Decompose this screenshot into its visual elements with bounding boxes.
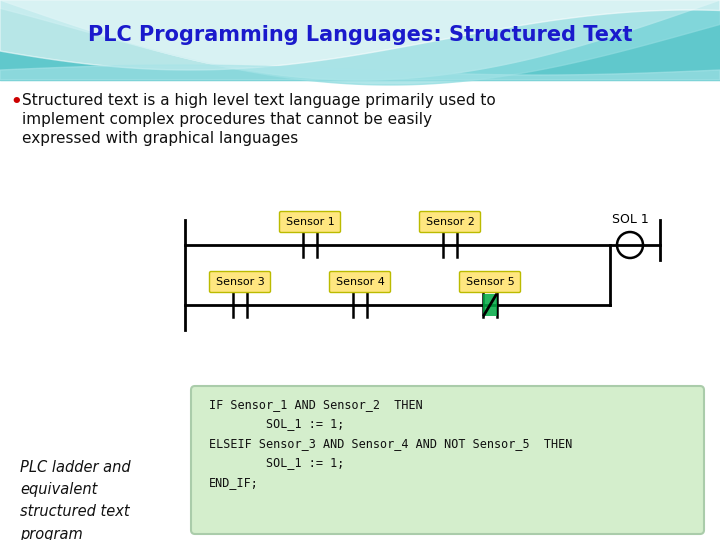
Text: IF Sensor_1 AND Sensor_2  THEN
        SOL_1 := 1;
ELSEIF Sensor_3 AND Sensor_4 : IF Sensor_1 AND Sensor_2 THEN SOL_1 := 1… bbox=[209, 398, 572, 489]
FancyBboxPatch shape bbox=[483, 294, 497, 316]
Text: Sensor 5: Sensor 5 bbox=[466, 277, 514, 287]
FancyBboxPatch shape bbox=[191, 386, 704, 534]
FancyBboxPatch shape bbox=[420, 212, 480, 233]
Text: expressed with graphical languages: expressed with graphical languages bbox=[22, 131, 298, 146]
Text: PLC Programming Languages: Structured Text: PLC Programming Languages: Structured Te… bbox=[88, 25, 632, 45]
Text: SOL 1: SOL 1 bbox=[611, 213, 649, 226]
Text: Sensor 1: Sensor 1 bbox=[286, 217, 334, 227]
Text: Sensor 4: Sensor 4 bbox=[336, 277, 384, 287]
FancyBboxPatch shape bbox=[330, 272, 390, 293]
Text: •: • bbox=[10, 93, 22, 111]
Text: Sensor 2: Sensor 2 bbox=[426, 217, 474, 227]
FancyBboxPatch shape bbox=[459, 272, 521, 293]
FancyBboxPatch shape bbox=[279, 212, 341, 233]
Text: PLC ladder and
equivalent
structured text
program: PLC ladder and equivalent structured tex… bbox=[20, 460, 130, 540]
Text: implement complex procedures that cannot be easily: implement complex procedures that cannot… bbox=[22, 112, 432, 127]
Text: Structured text is a high level text language primarily used to: Structured text is a high level text lan… bbox=[22, 93, 496, 108]
FancyBboxPatch shape bbox=[210, 272, 271, 293]
Text: Sensor 3: Sensor 3 bbox=[215, 277, 264, 287]
